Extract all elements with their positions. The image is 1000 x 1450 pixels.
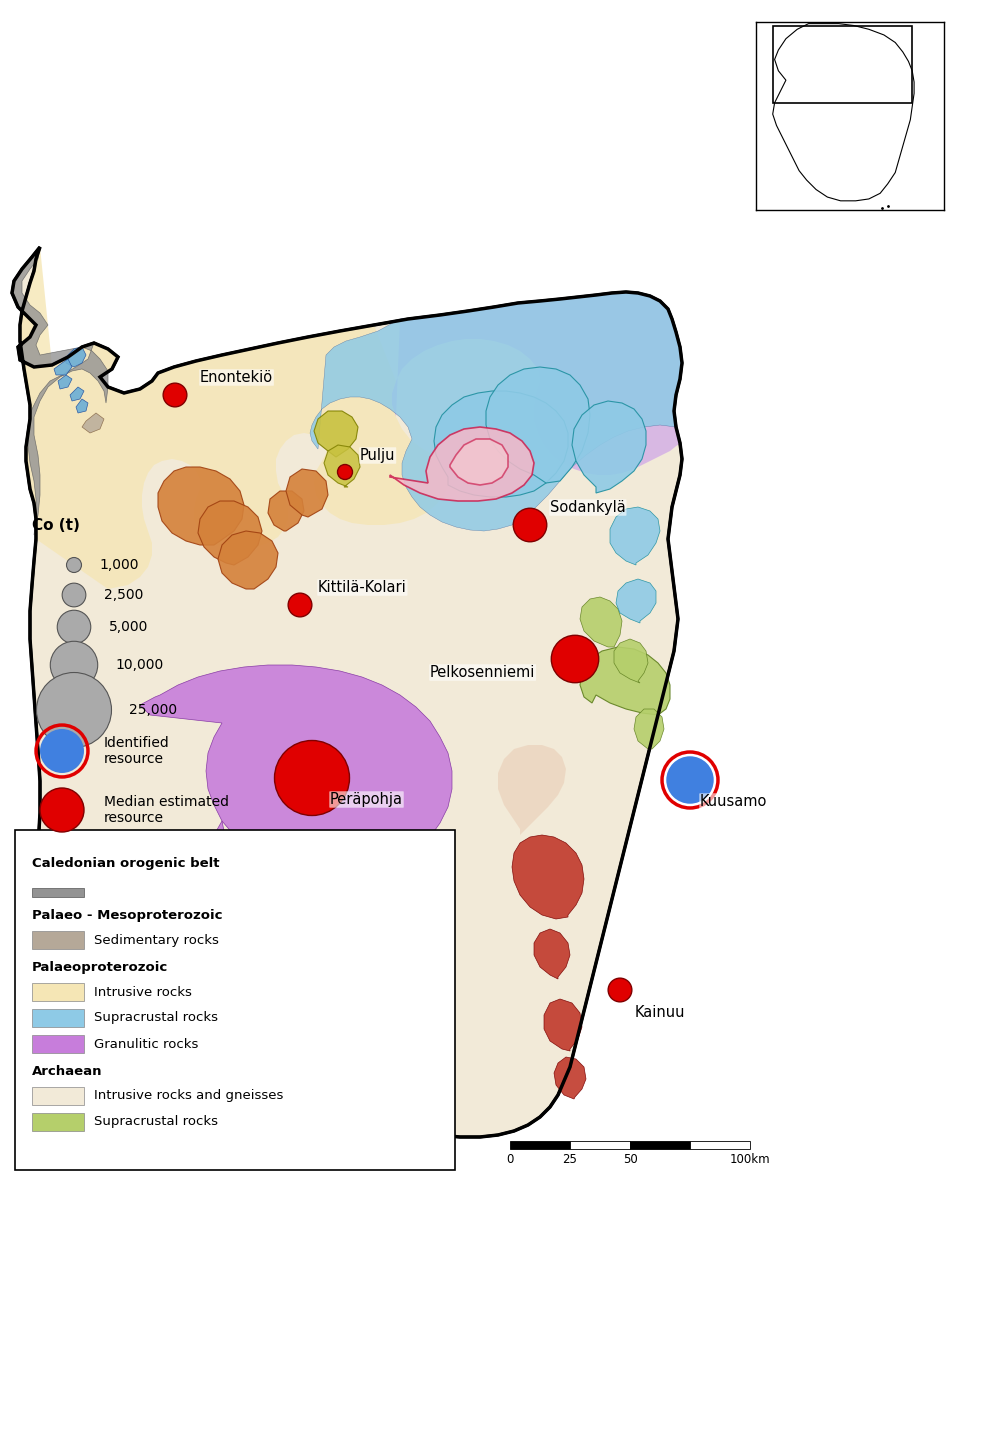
Bar (630, 1141, 690, 1148)
Polygon shape (66, 347, 86, 367)
Text: 50: 50 (623, 1153, 637, 1166)
Bar (32, 1035, 84, 1053)
Polygon shape (580, 597, 622, 647)
Polygon shape (773, 23, 914, 202)
Text: Caledonian orogenic belt: Caledonian orogenic belt (32, 857, 220, 870)
Circle shape (513, 509, 547, 542)
Bar (690, 1141, 750, 1148)
Text: 100km: 100km (730, 1153, 770, 1166)
Bar (510, 1141, 570, 1148)
Text: Pelkosenniemi: Pelkosenniemi (430, 666, 535, 680)
Polygon shape (82, 413, 104, 434)
Text: 25,000: 25,000 (130, 703, 178, 716)
Polygon shape (324, 445, 360, 487)
Circle shape (274, 741, 350, 815)
Circle shape (62, 583, 86, 608)
Polygon shape (614, 639, 648, 683)
Polygon shape (198, 502, 262, 566)
Text: Identified
resource: Identified resource (104, 737, 170, 766)
Circle shape (608, 979, 632, 1002)
Polygon shape (310, 291, 682, 531)
Text: 2,500: 2,500 (104, 589, 143, 602)
Bar (32, 983, 84, 1000)
Polygon shape (70, 387, 84, 402)
Circle shape (37, 673, 112, 748)
Text: 0: 0 (506, 1153, 514, 1166)
Text: 25: 25 (563, 1153, 577, 1166)
Bar (32, 1009, 84, 1027)
Polygon shape (54, 360, 72, 376)
Text: Kittilä-Kolari: Kittilä-Kolari (318, 580, 407, 594)
Polygon shape (486, 367, 590, 483)
Polygon shape (218, 531, 278, 589)
Text: Intrusive rocks and gneisses: Intrusive rocks and gneisses (94, 1089, 283, 1102)
Text: Kuusamo: Kuusamo (700, 795, 767, 809)
Text: Archaean: Archaean (32, 1064, 103, 1077)
Bar (32, 931, 84, 948)
Polygon shape (12, 247, 682, 1137)
Polygon shape (158, 467, 244, 545)
Text: Supracrustal rocks: Supracrustal rocks (94, 1115, 218, 1128)
Polygon shape (314, 410, 358, 457)
Polygon shape (434, 392, 568, 497)
Polygon shape (610, 507, 660, 566)
Bar (32, 887, 84, 898)
Polygon shape (210, 821, 264, 905)
Polygon shape (534, 929, 570, 979)
Polygon shape (268, 492, 304, 531)
Polygon shape (498, 745, 566, 835)
Text: Supracrustal rocks: Supracrustal rocks (94, 1012, 218, 1025)
Polygon shape (274, 857, 296, 883)
Text: Palaeoproterozoic: Palaeoproterozoic (32, 961, 168, 974)
Polygon shape (76, 399, 88, 413)
Polygon shape (580, 647, 670, 715)
Polygon shape (554, 1057, 586, 1099)
Text: Median estimated
resource: Median estimated resource (104, 795, 229, 825)
Text: Granulitic rocks: Granulitic rocks (94, 1038, 198, 1050)
Circle shape (50, 641, 98, 689)
Text: Co (t): Co (t) (32, 518, 80, 534)
Polygon shape (512, 835, 584, 919)
FancyBboxPatch shape (15, 829, 455, 1170)
Text: 1,000: 1,000 (100, 558, 139, 571)
Circle shape (40, 729, 84, 773)
Circle shape (163, 383, 187, 407)
Circle shape (67, 557, 82, 573)
Polygon shape (390, 426, 534, 502)
Circle shape (551, 635, 599, 683)
Text: Sodankylä: Sodankylä (550, 500, 626, 515)
Bar (570, 1141, 630, 1148)
Polygon shape (12, 247, 108, 535)
Polygon shape (286, 468, 328, 518)
Text: Enontekiö: Enontekiö (200, 370, 273, 386)
Circle shape (288, 593, 312, 616)
Text: Peräpohja: Peräpohja (330, 792, 403, 808)
Polygon shape (572, 402, 646, 493)
Polygon shape (616, 579, 656, 624)
Polygon shape (450, 439, 508, 484)
Polygon shape (392, 291, 682, 476)
Circle shape (40, 787, 84, 832)
Polygon shape (634, 709, 664, 750)
Circle shape (666, 757, 714, 803)
Polygon shape (544, 999, 582, 1051)
Bar (32, 1114, 84, 1131)
Polygon shape (58, 376, 72, 389)
Circle shape (57, 610, 91, 644)
Text: Intrusive rocks: Intrusive rocks (94, 986, 192, 999)
Circle shape (338, 464, 352, 480)
Bar (773, 26, 912, 103)
Text: Palaeo - Mesoproterozoic: Palaeo - Mesoproterozoic (32, 909, 222, 922)
Polygon shape (182, 832, 212, 883)
Text: Pulju: Pulju (360, 448, 396, 463)
Text: 5,000: 5,000 (109, 621, 148, 634)
Text: Kainuu: Kainuu (635, 1005, 686, 1019)
Text: 10,000: 10,000 (116, 658, 164, 671)
Polygon shape (20, 247, 450, 589)
Bar (32, 1088, 84, 1105)
Polygon shape (140, 666, 452, 873)
Text: Sedimentary rocks: Sedimentary rocks (94, 934, 219, 947)
